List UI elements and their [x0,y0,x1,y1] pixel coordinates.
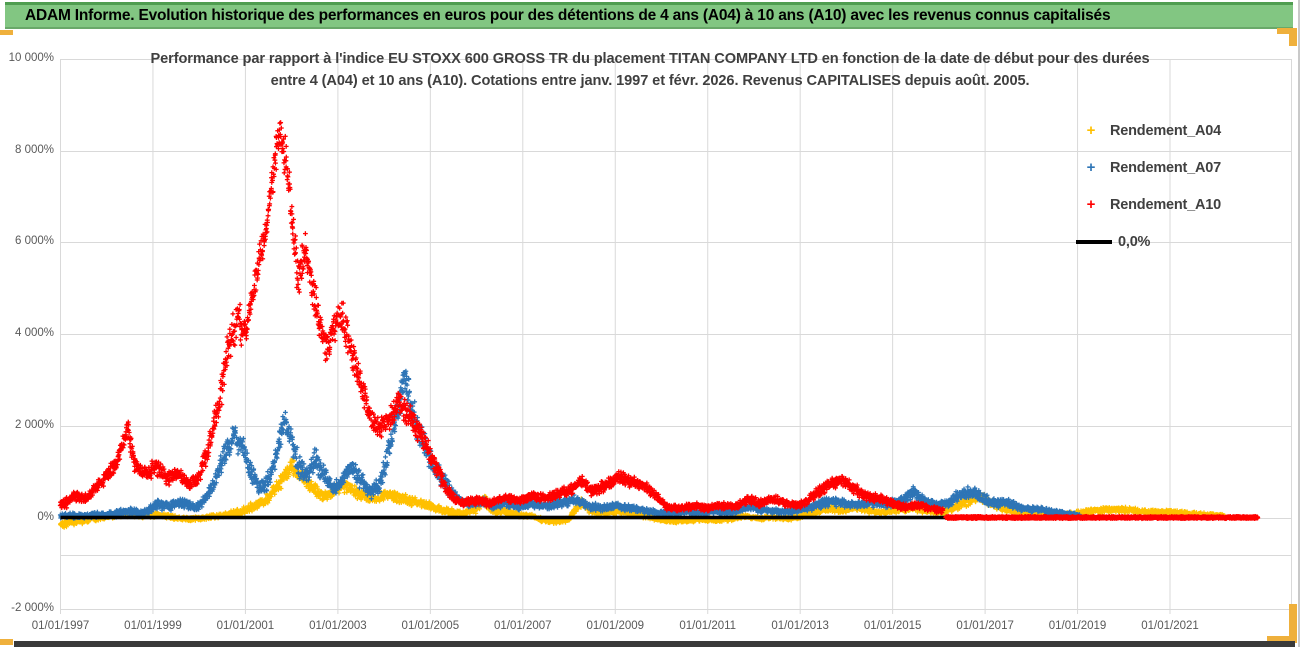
legend-label: Rendement_A04 [1110,122,1222,139]
app-header: ADAM Informe. Evolution historique des p… [5,2,1293,29]
y-axis-tick-label: 0% [37,510,54,523]
x-axis-tick-label: 01/01/1997 [31,620,90,632]
y-axis-tick-label: 6 000% [14,235,54,248]
chart-title-line2: entre 4 (A04) et 10 ans (A10). Cotations… [270,73,1030,89]
plus-marker-icon: + [1086,196,1096,213]
y-axis-tick-label: 8 000% [14,143,54,156]
x-axis-tick-label: 01/01/2001 [216,620,275,632]
y-axis-tick-label: 2 000% [14,418,54,431]
plus-marker-icon: + [1086,159,1096,176]
x-axis-tick-label: 01/01/2015 [863,620,922,632]
chart-title-line1: Performance par rapport à l'indice EU ST… [150,51,1150,67]
legend-item-a10[interactable]: + Rendement_A10 [1082,186,1297,223]
bottom-scrollbar-track[interactable] [14,641,1295,647]
plus-marker-icon: + [1086,122,1096,139]
legend-label: 0,0% [1118,233,1151,250]
accent-bottom-right-v [1289,604,1297,642]
x-axis-tick-label: 01/01/2011 [679,620,737,632]
page-title: ADAM Informe. Evolution historique des p… [25,7,1111,24]
legend-item-a04[interactable]: + Rendement_A04 [1082,112,1297,149]
x-axis-tick-label: 01/01/2013 [771,620,829,632]
legend-label: Rendement_A07 [1110,159,1222,176]
y-axis-tick-label: 10 000% [8,52,54,64]
x-axis-tick-label: 01/01/2009 [586,620,645,632]
accent-top-right-h [1277,28,1297,34]
legend-item-zero-line[interactable]: 0,0% [1076,223,1297,260]
chart-title: Performance par rapport à l'indice EU ST… [95,48,1205,92]
y-axis-tick-label: 4 000% [14,327,54,340]
legend-label: Rendement_A10 [1110,196,1222,213]
legend-item-a07[interactable]: + Rendement_A07 [1082,149,1297,186]
x-axis-tick-label: 01/01/2007 [494,620,552,632]
accent-top-right-v [1289,28,1297,46]
window-right-edge [1298,0,1300,647]
x-axis-tick-label: 01/01/1999 [124,620,182,632]
legend[interactable]: + Rendement_A04 + Rendement_A07 + Rendem… [1076,112,1297,260]
x-axis-tick-label: 01/01/2021 [1141,620,1199,632]
accent-bottom-right-h [1267,636,1297,643]
accent-top-left [0,30,13,35]
x-axis-tick-label: 01/01/2019 [1048,620,1107,632]
x-axis-tick-label: 01/01/2003 [309,620,367,632]
x-axis-tick-label: 01/01/2005 [401,620,460,632]
y-axis-tick-label: -2 000% [11,602,54,615]
x-axis-tick-label: 01/01/2017 [956,620,1014,632]
accent-bottom-left [0,639,13,645]
zero-line-icon [1076,239,1112,244]
